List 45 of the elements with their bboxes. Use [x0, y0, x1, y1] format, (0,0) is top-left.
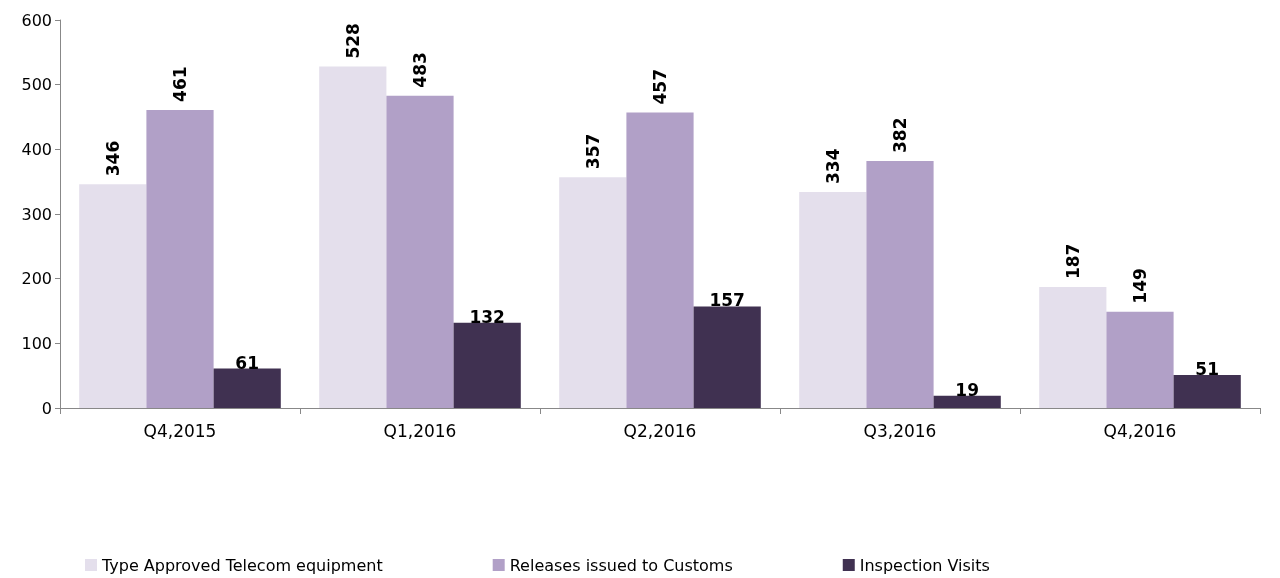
- legend-label: Releases issued to Customs: [509, 555, 733, 575]
- data-label: 187: [1062, 243, 1083, 280]
- bar: [1039, 287, 1107, 408]
- y-tick-label: 200: [21, 269, 52, 289]
- bar: [693, 306, 761, 408]
- y-tick-label: 100: [21, 333, 52, 353]
- legend-label: Inspection Visits: [859, 555, 990, 575]
- data-label: 132: [469, 306, 505, 327]
- data-label: 19: [955, 379, 980, 400]
- bar: [213, 368, 281, 408]
- data-label: 149: [1130, 268, 1150, 304]
- bar: [453, 322, 521, 408]
- data-label: 457: [650, 68, 670, 105]
- x-tick-label: Q2,2016: [623, 420, 697, 441]
- data-label: 334: [822, 148, 843, 185]
- y-tick-label: 600: [21, 10, 52, 30]
- x-tick-label: Q3,2016: [863, 420, 937, 441]
- data-label: 528: [342, 23, 363, 59]
- x-tick-label: Q4,2016: [1103, 420, 1177, 441]
- y-tick-label: 300: [21, 204, 52, 224]
- bar: [559, 177, 627, 408]
- bar: [319, 66, 387, 408]
- bar: [799, 192, 867, 408]
- data-label: 483: [410, 52, 430, 88]
- data-label: 157: [709, 290, 745, 311]
- bar: [79, 184, 147, 408]
- bar: [1173, 375, 1241, 408]
- data-label: 357: [582, 133, 603, 170]
- data-label: 51: [1195, 359, 1220, 380]
- y-tick-label: 0: [41, 398, 52, 418]
- legend-label: Type Approved Telecom equipment: [101, 555, 383, 575]
- data-label: 461: [170, 66, 190, 102]
- bar: [626, 112, 694, 408]
- data-label: 61: [235, 352, 260, 373]
- x-tick-label: Q4,2015: [143, 420, 217, 441]
- bar: [1106, 311, 1174, 408]
- bar: [386, 95, 454, 408]
- bar: [933, 395, 1001, 408]
- data-label: 346: [102, 140, 123, 177]
- bar: [146, 109, 214, 408]
- x-tick-label: Q1,2016: [383, 420, 457, 441]
- y-tick-label: 500: [21, 75, 52, 95]
- bar: [866, 160, 934, 408]
- data-label: 382: [890, 117, 910, 153]
- y-tick-label: 400: [21, 139, 52, 159]
